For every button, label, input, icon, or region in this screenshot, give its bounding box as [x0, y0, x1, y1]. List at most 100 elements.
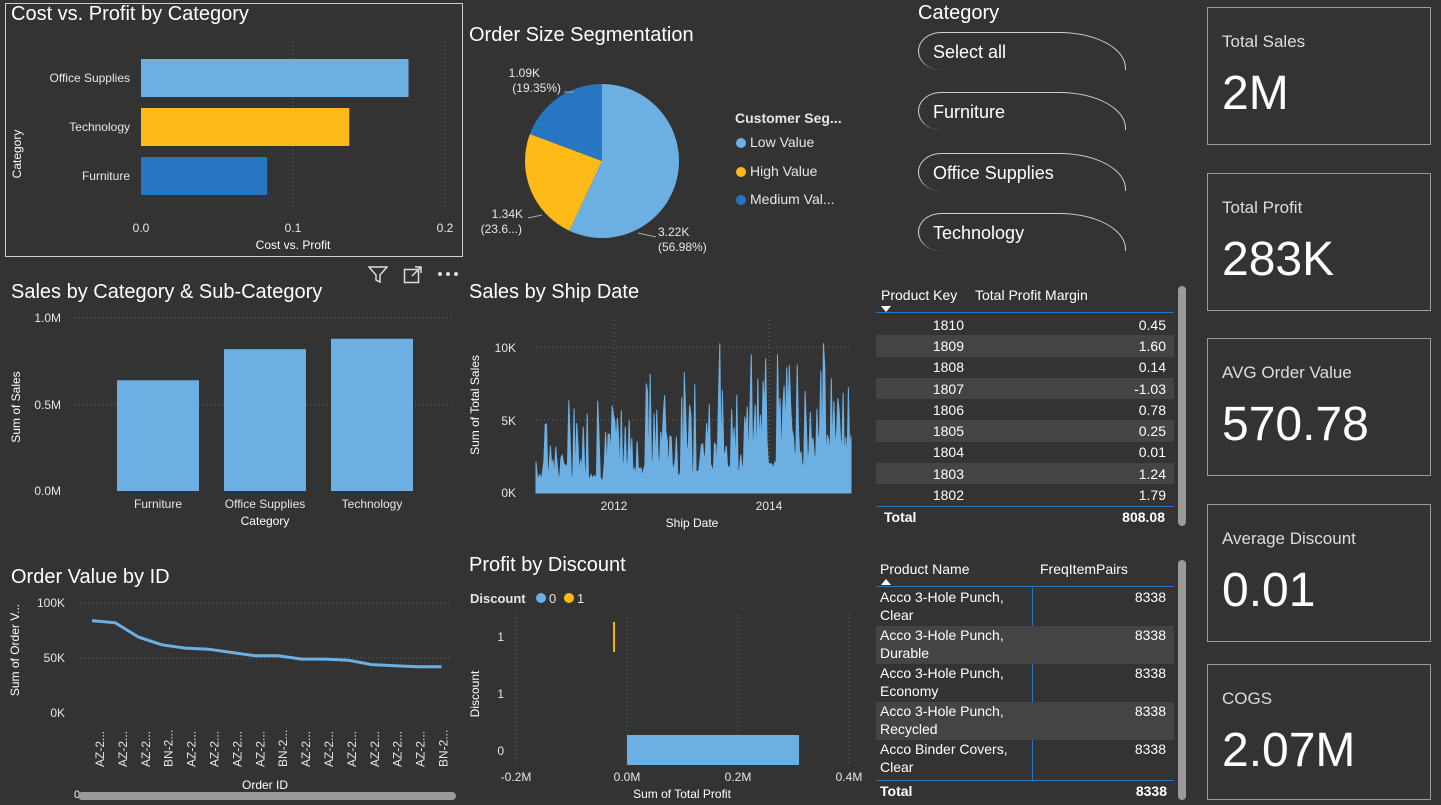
fq-header-name[interactable]: Product Name: [880, 561, 970, 577]
slicer-furniture[interactable]: Furniture: [918, 92, 1126, 130]
order-id-tick: BN-2...: [437, 730, 451, 767]
pm-scrollbar[interactable]: [1178, 286, 1186, 526]
table-row[interactable]: 1809 1.60: [876, 335, 1174, 357]
cost-profit-panel[interactable]: [5, 3, 463, 257]
profit-margin-cell: 0.01: [1138, 444, 1166, 461]
table-row[interactable]: 1808 0.14: [876, 357, 1174, 378]
card-avg-order-value: AVG Order Value 570.78: [1207, 338, 1431, 476]
slicer-technology[interactable]: Technology: [918, 213, 1126, 251]
pm-header-margin[interactable]: Total Profit Margin: [975, 287, 1088, 303]
pm-header-key[interactable]: Product Key: [881, 287, 958, 303]
pd-xlabel: Sum of Total Profit: [633, 787, 731, 801]
pie-label-0-pct: (56.98%): [658, 240, 707, 254]
order-value-title: Order Value by ID: [11, 566, 170, 588]
profit-margin-cell: 1.79: [1138, 487, 1166, 504]
sales-cat-xtick-1: Office Supplies: [225, 497, 306, 511]
card-total-sales-value: 2M: [1222, 67, 1289, 120]
sales-cat-xtick-2: Technology: [342, 497, 403, 511]
profit-margin-cell: 1.24: [972, 463, 1174, 485]
more-options-icon[interactable]: [437, 270, 459, 278]
profit-discount-bar-1: [613, 622, 615, 652]
card-average-discount-label: Average Discount: [1222, 529, 1356, 548]
slicer-office-supplies[interactable]: Office Supplies: [918, 153, 1126, 191]
product-name-cell: Acco 3-Hole Punch, Durable: [880, 627, 1004, 661]
order-size-legend-2: Medium Val...: [750, 191, 835, 207]
cost-profit-ylabel: Category: [10, 130, 24, 179]
table-row[interactable]: 1806 0.78: [876, 399, 1174, 420]
card-total-profit-label: Total Profit: [1222, 198, 1303, 217]
freq-table: Acco 3-Hole Punch, Clear 8338 Acco 3-Hole …: [876, 588, 1174, 778]
order-size-legend-0: Low Value: [750, 134, 815, 150]
order-size-title: Order Size Segmentation: [469, 24, 694, 46]
pd-xtick-2: 0.2M: [725, 770, 752, 784]
ship-date-area: [535, 343, 852, 494]
card-cogs: COGS 2.07M: [1207, 664, 1431, 800]
order-id-tick: AZ-2...: [368, 731, 382, 767]
table-row[interactable]: Acco 3-Hole Punch, Clear 8338: [876, 588, 1174, 626]
ship-date-xtick-1: 2014: [756, 499, 783, 513]
focus-mode-icon[interactable]: [403, 266, 423, 284]
table-row[interactable]: 1805 0.25: [876, 420, 1174, 442]
pd-ytick-2: 0: [497, 744, 504, 758]
sales-cat-bar: [117, 380, 199, 491]
product-name-cell: Acco 3-Hole Punch, Recycled: [880, 703, 1004, 737]
product-key-cell: 1804: [932, 444, 964, 461]
table-row[interactable]: 1802 1.79: [876, 484, 1174, 505]
order-value-ytick-1: 50K: [44, 651, 65, 665]
pie-slice: [529, 84, 602, 161]
pd-xtick-3: 0.4M: [836, 770, 863, 784]
freq-pairs-cell: 8338: [1134, 703, 1166, 719]
table-row[interactable]: Acco 3-Hole Punch, Economy 8338: [876, 664, 1174, 702]
order-id-tick: AZ-2...: [230, 731, 244, 767]
sort-asc-icon[interactable]: [880, 578, 892, 586]
cost-profit-xtick-0: 0.0: [133, 221, 150, 235]
order-value-scrollbar[interactable]: [78, 792, 456, 800]
product-name-cell: Acco 3-Hole Punch, Economy: [880, 665, 1004, 699]
freq-pairs-cell: 8338: [1134, 741, 1166, 757]
order-id-tick: AZ-2...: [185, 731, 199, 767]
order-id-tick: AZ-2...: [208, 731, 222, 767]
pd-legend-title: Discount: [470, 591, 526, 606]
table-row[interactable]: Acco 3-Hole Punch, Recycled 8338: [876, 702, 1174, 740]
order-size-chart: 1.09K (19.35%) 1.34K (23.6...) 3.22K (56…: [481, 66, 842, 254]
table-row[interactable]: Acco Binder Covers, Clear 8338: [876, 740, 1174, 778]
ship-date-chart: Sum of Total Sales 10K 5K 0K 2012 2014 S…: [468, 320, 852, 530]
cost-profit-cat-0: Office Supplies: [50, 71, 131, 85]
card-cogs-value: 2.07M: [1222, 724, 1356, 777]
table-row[interactable]: 1804 0.01: [876, 442, 1174, 463]
sales-cat-bar: [224, 349, 306, 491]
sales-cat-title: Sales by Category & Sub-Category: [11, 281, 323, 303]
slicer-select-all[interactable]: Select all: [918, 32, 1126, 70]
order-id-tick: BN-2...: [162, 730, 176, 767]
order-id-tick: AZ-2...: [116, 731, 130, 767]
fq-scrollbar[interactable]: [1178, 560, 1186, 800]
ship-date-ytick-0: 10K: [495, 341, 516, 355]
profit-margin-cell: 0.25: [972, 420, 1174, 442]
order-id-tick: AZ-2...: [414, 731, 428, 767]
sales-cat-bar: [331, 338, 413, 491]
profit-discount-bar-0: [627, 735, 800, 765]
profit-discount-chart: Discount 0 1 Discount 1 1 0 -0.2M 0.0M 0…: [468, 591, 863, 801]
freq-pairs-cell: 8338: [1134, 627, 1166, 643]
pie-label-2-value: 1.09K: [509, 66, 540, 80]
card-total-sales: Total Sales 2M: [1207, 7, 1431, 145]
table-row[interactable]: 1803 1.24: [876, 463, 1174, 485]
fq-total-value: 8338: [1135, 783, 1167, 799]
pd-xtick-0: -0.2M: [501, 770, 532, 784]
card-total-profit-value: 283K: [1222, 233, 1335, 286]
card-total-profit: Total Profit 283K: [1207, 173, 1431, 311]
product-key-cell: 1807: [876, 377, 972, 400]
sales-cat-ylabel: Sum of Sales: [9, 371, 23, 442]
cost-profit-xtick-1: 0.1: [285, 221, 302, 235]
ship-date-ytick-1: 5K: [501, 414, 516, 428]
sort-desc-icon[interactable]: [880, 305, 892, 313]
cost-profit-xtick-2: 0.2: [437, 221, 454, 235]
table-row[interactable]: 1807 -1.03: [876, 377, 1174, 400]
table-row[interactable]: Acco 3-Hole Punch, Durable 8338: [876, 626, 1174, 664]
profit-discount-title: Profit by Discount: [469, 554, 626, 576]
pd-ytick-1: 1: [497, 687, 504, 701]
table-row[interactable]: 1810 0.45: [876, 314, 1174, 335]
filter-icon[interactable]: [368, 266, 388, 284]
fq-header-freq[interactable]: FreqItemPairs: [1040, 561, 1128, 577]
ship-date-xlabel: Ship Date: [666, 516, 719, 530]
